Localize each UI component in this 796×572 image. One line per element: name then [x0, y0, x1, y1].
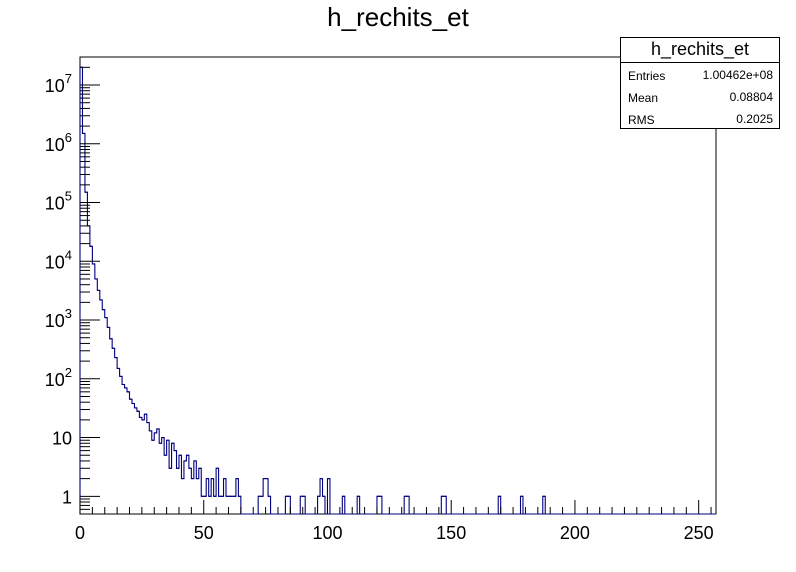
x-axis: 0 50 100 150 200 250 [75, 500, 714, 543]
stats-row-mean: Mean 0.08804 [621, 85, 779, 107]
y-axis: 1 10 102 103 104 105 106 107 [45, 56, 100, 515]
x-tick-label: 0 [75, 523, 85, 543]
x-tick-label: 100 [312, 523, 342, 543]
histogram-outline [79, 66, 716, 515]
y-tick-label: 106 [45, 130, 72, 155]
y-tick-label: 107 [45, 71, 72, 96]
y-tick-label: 1 [62, 487, 72, 507]
y-tick-label: 105 [45, 189, 72, 214]
stats-value: 1.00462e+08 [702, 68, 773, 82]
stats-row-entries: Entries 1.00462e+08 [621, 63, 779, 85]
x-tick-label: 50 [194, 523, 214, 543]
x-tick-label: 150 [436, 523, 466, 543]
stats-label: Mean [628, 91, 659, 105]
stats-box-title: h_rechits_et [621, 38, 779, 63]
chart-title: h_rechits_et [327, 2, 469, 32]
stats-value: 0.2025 [736, 112, 773, 126]
stats-box: h_rechits_et Entries 1.00462e+08 Mean 0.… [620, 37, 780, 129]
stats-row-rms: RMS 0.2025 [621, 107, 779, 129]
y-tick-label: 102 [45, 365, 72, 390]
histogram-series [79, 66, 716, 515]
stats-label: RMS [628, 113, 655, 127]
stats-label: Entries [628, 69, 666, 83]
x-tick-label: 250 [684, 523, 714, 543]
x-tick-label: 200 [560, 523, 590, 543]
y-tick-label: 103 [45, 306, 72, 331]
y-tick-label: 10 [52, 429, 72, 449]
stats-value: 0.08804 [729, 90, 773, 104]
y-tick-label: 104 [45, 247, 72, 272]
